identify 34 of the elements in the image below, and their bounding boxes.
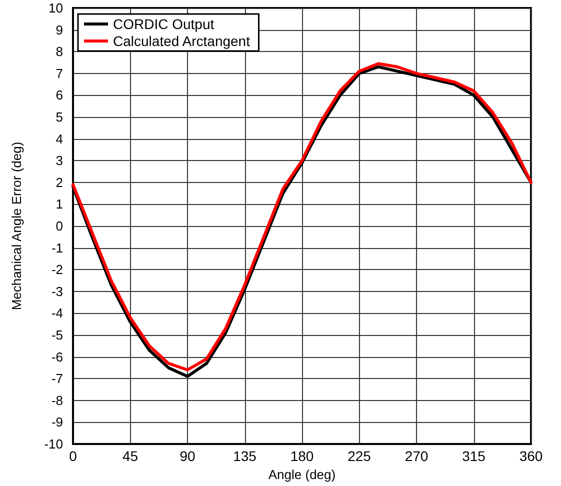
x-tick-label: 90 (180, 448, 196, 464)
x-tick-label: 360 (519, 448, 543, 464)
y-tick-label: -6 (51, 349, 63, 364)
y-tick-label: 1 (56, 196, 63, 212)
y-tick-label: 8 (56, 44, 63, 60)
x-tick-label: 45 (122, 448, 138, 464)
y-tick-label: 3 (56, 153, 63, 168)
y-tick-label: -5 (51, 328, 63, 342)
y-tick-label: -2 (51, 262, 63, 278)
y-tick-label: 6 (56, 88, 63, 103)
x-tick-label: 0 (69, 448, 78, 464)
x-tick-label: 315 (462, 448, 486, 464)
y-tick-label: 4 (56, 131, 63, 146)
legend-label: CORDIC Output (113, 16, 214, 32)
y-tick-label: 7 (56, 66, 63, 81)
x-tick-label: 180 (290, 448, 314, 464)
y-tick-label: 10 (48, 0, 63, 16)
y-tick-label: 9 (56, 22, 63, 38)
x-axis-title: Angle (deg) (268, 466, 336, 482)
x-tick-label: 270 (404, 448, 428, 464)
y-tick-label: -1 (51, 240, 63, 256)
y-tick-label: -3 (51, 284, 63, 299)
y-tick-label: -8 (51, 392, 63, 408)
y-tick-label: -9 (51, 414, 63, 430)
y-tick-label: 2 (56, 174, 63, 190)
x-tick-label: 225 (348, 448, 372, 464)
y-tick-label: 0 (56, 218, 63, 234)
y-tick-label: 5 (56, 110, 63, 124)
y-tick-label: -10 (44, 436, 63, 452)
y-tick-label: -7 (51, 371, 63, 386)
y-axis-title: Mechanical Angle Error (deg) (9, 142, 24, 310)
y-tick-label: -4 (51, 306, 63, 321)
x-tick-label: 135 (233, 448, 257, 464)
legend-label: Calculated Arctangent (113, 33, 250, 49)
